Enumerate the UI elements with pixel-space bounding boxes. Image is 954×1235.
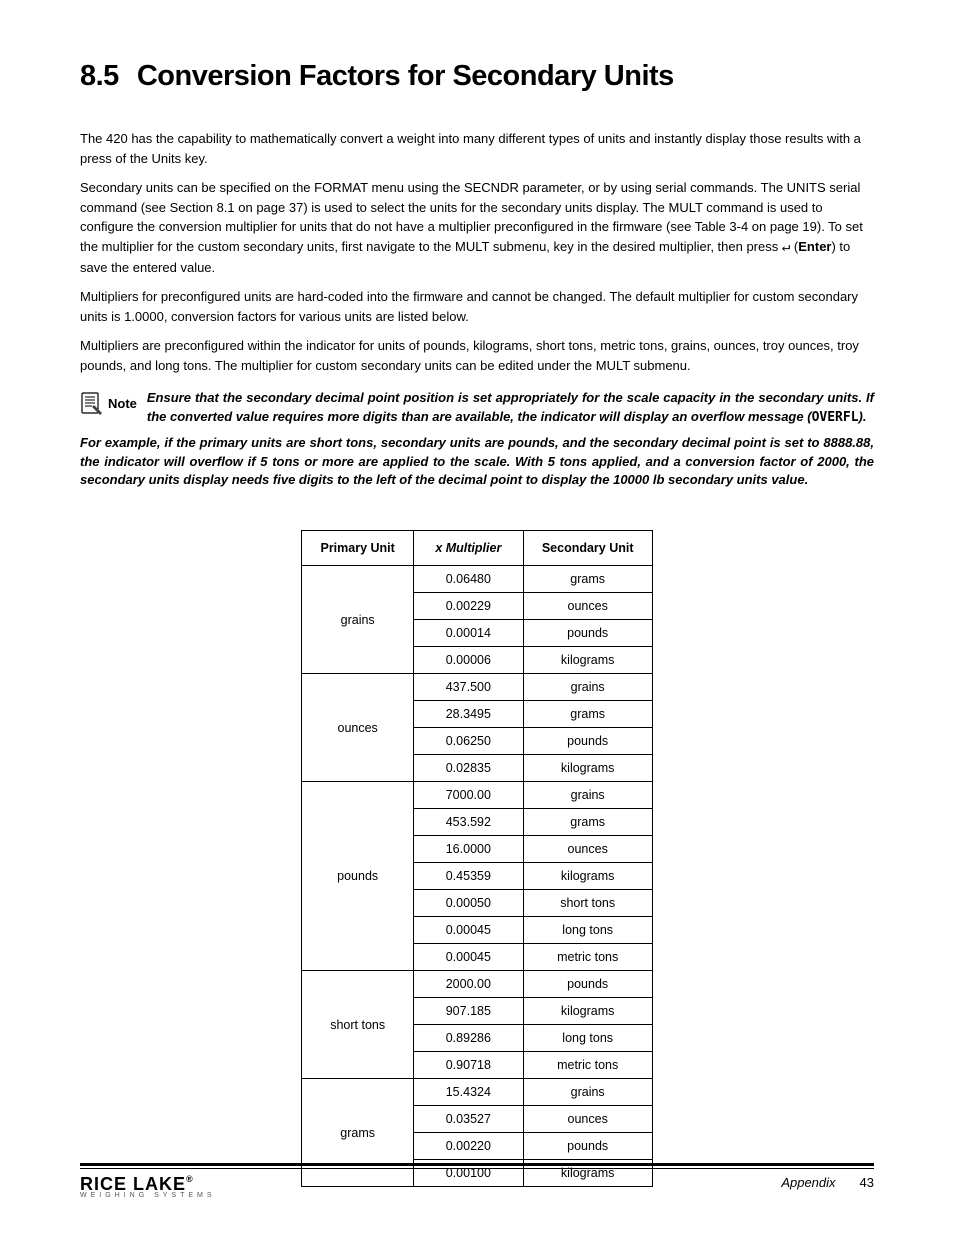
cell-multiplier: 0.00045 bbox=[413, 917, 523, 944]
note-icon bbox=[80, 391, 104, 415]
cell-multiplier: 15.4324 bbox=[413, 1079, 523, 1106]
cell-secondary: kilograms bbox=[523, 863, 652, 890]
cell-secondary: pounds bbox=[523, 620, 652, 647]
table-row: grains0.06480grams bbox=[302, 566, 652, 593]
cell-secondary: pounds bbox=[523, 1133, 652, 1160]
note-text: Ensure that the secondary decimal point … bbox=[147, 389, 874, 428]
page-number: 43 bbox=[860, 1175, 874, 1190]
cell-multiplier: 28.3495 bbox=[413, 701, 523, 728]
table-row: grams15.4324grains bbox=[302, 1079, 652, 1106]
cell-secondary: kilograms bbox=[523, 647, 652, 674]
cell-multiplier: 0.02835 bbox=[413, 755, 523, 782]
intro-p2: Secondary units can be specified on the … bbox=[80, 178, 874, 277]
cell-secondary: grams bbox=[523, 701, 652, 728]
cell-primary: short tons bbox=[302, 971, 413, 1079]
cell-primary: grains bbox=[302, 566, 413, 674]
cell-multiplier: 0.00220 bbox=[413, 1133, 523, 1160]
cell-multiplier: 0.00229 bbox=[413, 593, 523, 620]
cell-secondary: grams bbox=[523, 809, 652, 836]
cell-secondary: long tons bbox=[523, 917, 652, 944]
cell-secondary: ounces bbox=[523, 836, 652, 863]
cell-multiplier: 437.500 bbox=[413, 674, 523, 701]
table-row: short tons2000.00pounds bbox=[302, 971, 652, 998]
note-badge: Note bbox=[80, 391, 137, 415]
cell-secondary: grains bbox=[523, 1079, 652, 1106]
cell-multiplier: 0.89286 bbox=[413, 1025, 523, 1052]
note-label: Note bbox=[108, 396, 137, 411]
cell-multiplier: 453.592 bbox=[413, 809, 523, 836]
intro-p4: Multipliers are preconfigured within the… bbox=[80, 336, 874, 375]
cell-primary: pounds bbox=[302, 782, 413, 971]
brand-block: RICE LAKE® WEIGHING SYSTEMS bbox=[80, 1175, 216, 1199]
cell-multiplier: 0.06480 bbox=[413, 566, 523, 593]
brand-subtitle: WEIGHING SYSTEMS bbox=[80, 1192, 216, 1199]
cell-secondary: pounds bbox=[523, 728, 652, 755]
cell-secondary: ounces bbox=[523, 1106, 652, 1133]
cell-multiplier: 0.00045 bbox=[413, 944, 523, 971]
cell-multiplier: 2000.00 bbox=[413, 971, 523, 998]
cell-multiplier: 0.03527 bbox=[413, 1106, 523, 1133]
section-title: Conversion Factors for Secondary Units bbox=[137, 60, 674, 92]
table-row: pounds7000.00grains bbox=[302, 782, 652, 809]
brand-name: RICE LAKE® bbox=[80, 1175, 216, 1193]
cell-multiplier: 0.06250 bbox=[413, 728, 523, 755]
intro-p3: Multipliers for preconfigured units are … bbox=[80, 287, 874, 326]
cell-secondary: metric tons bbox=[523, 1052, 652, 1079]
cell-secondary: grams bbox=[523, 566, 652, 593]
cell-multiplier: 7000.00 bbox=[413, 782, 523, 809]
cell-secondary: kilograms bbox=[523, 998, 652, 1025]
cell-secondary: pounds bbox=[523, 971, 652, 998]
cell-multiplier: 907.185 bbox=[413, 998, 523, 1025]
cell-multiplier: 0.00050 bbox=[413, 890, 523, 917]
cell-multiplier: 0.00014 bbox=[413, 620, 523, 647]
cell-multiplier: 16.0000 bbox=[413, 836, 523, 863]
footer-section: Appendix bbox=[781, 1175, 835, 1190]
col-primary: Primary Unit bbox=[302, 531, 413, 566]
table-row: ounces437.500grains bbox=[302, 674, 652, 701]
cell-secondary: grains bbox=[523, 782, 652, 809]
example-text: For example, if the primary units are sh… bbox=[80, 434, 874, 491]
section-heading: 8.5 Conversion Factors for Secondary Unit… bbox=[80, 60, 874, 93]
conversion-table: Primary Unit x Multiplier Secondary Unit… bbox=[301, 530, 652, 1187]
cell-secondary: kilograms bbox=[523, 755, 652, 782]
footer-rule bbox=[80, 1163, 874, 1169]
cell-multiplier: 0.45359 bbox=[413, 863, 523, 890]
page-footer: RICE LAKE® WEIGHING SYSTEMS Appendix 43 bbox=[80, 1163, 874, 1199]
cell-secondary: long tons bbox=[523, 1025, 652, 1052]
col-secondary: Secondary Unit bbox=[523, 531, 652, 566]
cell-multiplier: 0.00006 bbox=[413, 647, 523, 674]
cell-secondary: metric tons bbox=[523, 944, 652, 971]
intro-block: The 420 has the capability to mathematic… bbox=[80, 129, 874, 375]
note-callout: Note Ensure that the secondary decimal p… bbox=[80, 389, 874, 428]
cell-secondary: grains bbox=[523, 674, 652, 701]
cell-secondary: ounces bbox=[523, 593, 652, 620]
intro-p1: The 420 has the capability to mathematic… bbox=[80, 129, 874, 168]
cell-primary: ounces bbox=[302, 674, 413, 782]
cell-multiplier: 0.90718 bbox=[413, 1052, 523, 1079]
section-number: 8.5 bbox=[80, 60, 119, 92]
footer-right: Appendix 43 bbox=[781, 1175, 874, 1190]
col-multiplier: x Multiplier bbox=[413, 531, 523, 566]
cell-secondary: short tons bbox=[523, 890, 652, 917]
table-header-row: Primary Unit x Multiplier Secondary Unit bbox=[302, 531, 652, 566]
